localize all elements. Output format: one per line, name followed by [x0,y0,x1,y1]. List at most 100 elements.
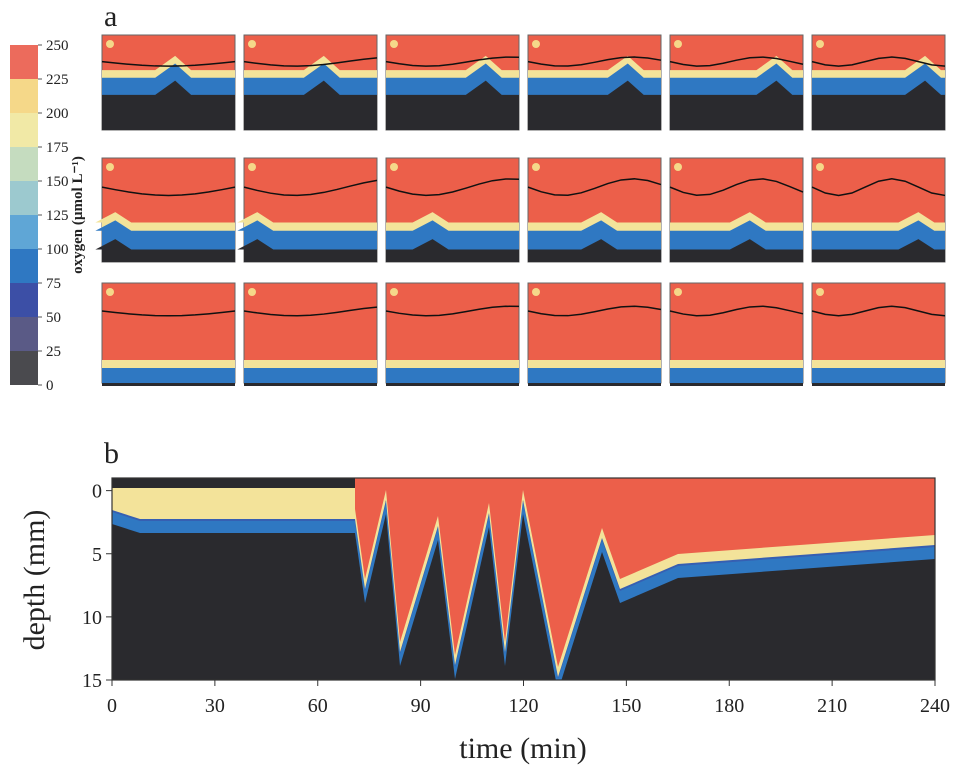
panel-line [385,305,520,317]
panel-marker [532,40,540,48]
colorbar-bin [10,181,38,215]
panel-line [243,306,378,317]
panel-marker [248,288,256,296]
colorbar-label: oxygen (µmol L⁻¹) [70,156,86,274]
panel-marker [390,163,398,171]
panel-layer [386,239,519,262]
panel-layer [812,80,945,130]
panel-layer [237,239,377,262]
y-tick-label: 5 [92,544,102,566]
x-tick-label: 60 [308,695,328,717]
colorbar-tick-label: 0 [46,378,54,394]
panel-layer [812,383,945,386]
colorbar-tick-label: 75 [46,276,61,292]
panel-line [811,56,946,67]
colorbar-tick-label: 225 [46,72,69,88]
colorbar-tick-label: 100 [46,242,69,258]
panel-line [669,56,804,67]
small-panels [95,34,946,386]
heatmap [112,478,935,680]
panel-line [669,305,804,317]
panel-layer [528,80,661,130]
panel-line [243,179,378,197]
panel-marker [248,163,256,171]
panel-layer [528,239,661,262]
panel-line [101,310,236,317]
colorbar-bin [10,79,38,113]
colorbar-bin [10,249,38,283]
colorbar-tick-label: 200 [46,106,69,122]
colorbar-bin [10,147,38,181]
y-axis-label: depth (mm) [18,510,51,651]
colorbar-tick-label: 250 [46,38,69,54]
panel-line [101,60,236,67]
panel-layer [386,80,519,130]
panel-layer [528,383,661,386]
panel-marker [674,163,682,171]
panel-marker [816,163,824,171]
colorbar-bin [10,283,38,317]
colorbar-tick-label: 25 [46,344,61,360]
colorbar-tick-label: 125 [46,208,69,224]
panel-layer [670,383,803,386]
panel-layer [102,80,235,130]
panel-layer [386,383,519,386]
x-tick-label: 210 [817,695,847,717]
colorbar-bin [10,351,38,385]
x-tick-label: 180 [714,695,744,717]
panel-line [669,178,804,197]
colorbar-tick-label: 175 [46,140,69,156]
panel-marker [816,288,824,296]
panel-label: b [104,437,119,470]
panel-line [811,178,946,197]
panel-layer [528,368,661,383]
panel-layer [670,368,803,383]
x-tick-label: 0 [107,695,117,717]
x-tick-label: 120 [509,695,539,717]
x-tick-label: 150 [611,695,641,717]
x-axis-label: time (min) [459,732,586,765]
panel-marker [248,40,256,48]
heatmap-layer [355,478,935,667]
x-tick-label: 240 [920,695,950,717]
panel-layer [102,368,235,383]
panel-layer [670,80,803,130]
panel-line [385,178,520,197]
panel-marker [816,40,824,48]
panel-marker [106,163,114,171]
panel-layer [95,239,235,262]
panel-layer [244,368,377,383]
colorbar-bin [10,317,38,351]
panel-marker [674,40,682,48]
colorbar-tick-label: 150 [46,174,69,190]
panel-marker [674,288,682,296]
colorbar-bin [10,45,38,79]
panel-marker [106,288,114,296]
panel-marker [532,288,540,296]
panel-layer [244,383,377,386]
panel-layer [670,239,803,262]
panel-line [527,178,662,196]
panel-layer [244,80,377,130]
panel-layer [812,239,945,262]
colorbar-bin [10,113,38,147]
panel-line [527,305,662,317]
y-tick-label: 10 [82,607,102,629]
panel-line [101,186,236,197]
y-tick-label: 0 [92,481,102,503]
panel-label: a [104,0,117,33]
y-tick-label: 15 [82,670,102,692]
panel-marker [390,40,398,48]
panel-layer [812,368,945,383]
panel-marker [532,163,540,171]
panel-line [527,56,662,67]
colorbar-bin [10,215,38,249]
panel-line [385,56,520,67]
panel-layer [102,383,235,386]
panel-layer [386,368,519,383]
colorbar-tick-label: 50 [46,310,61,326]
panel-line [811,305,946,317]
x-tick-label: 30 [205,695,225,717]
panel-marker [106,40,114,48]
